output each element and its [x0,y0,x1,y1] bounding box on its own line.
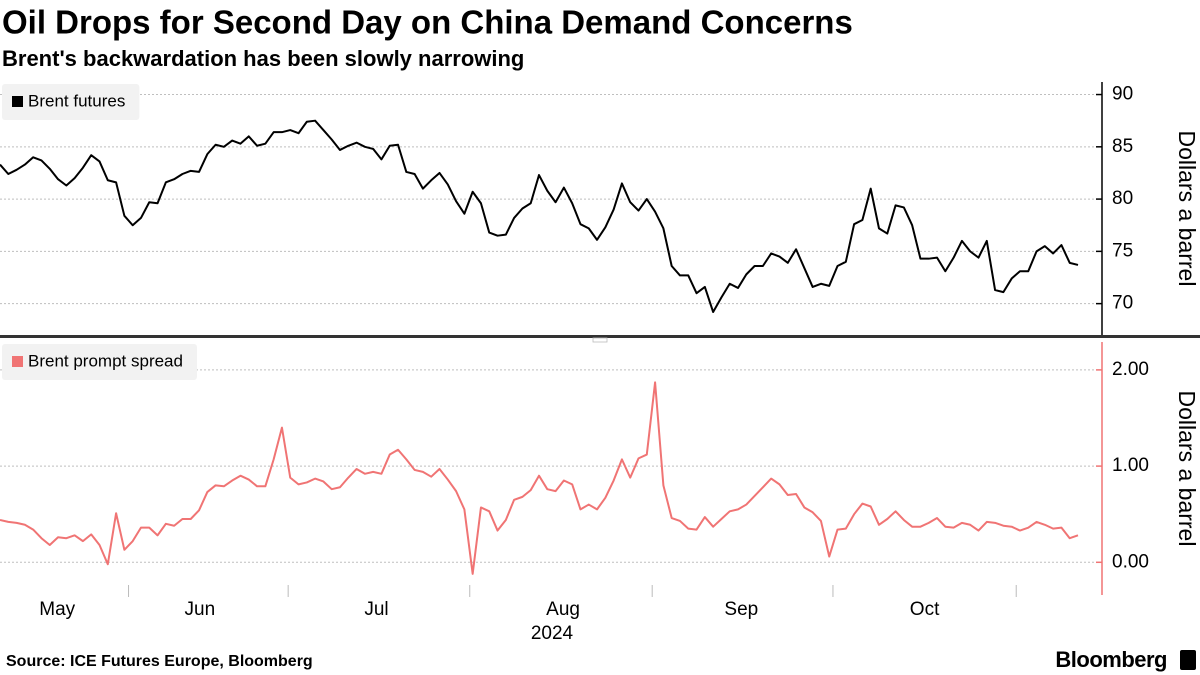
legend-swatch [12,356,23,367]
series-line [0,381,1079,575]
legend-label: Brent futures [28,91,125,110]
legend-box [2,84,140,120]
y-tick-label: 90 [1112,84,1133,105]
y-tick-label: 75 [1112,240,1133,261]
y-axis-label: Dollars a barrel [1174,131,1200,287]
x-tick-label: Oct [910,599,940,620]
x-tick-label: Aug [546,599,580,620]
x-tick-label: Jul [364,599,388,620]
divider-grip [592,337,608,343]
brand-icon [1180,650,1196,670]
y-tick-label: 80 [1112,188,1133,209]
x-axis-year: 2024 [531,623,574,644]
y-tick-label: 2.00 [1112,359,1149,380]
chart-title: Oil Drops for Second Day on China Demand… [2,4,853,41]
legend-box [2,344,197,380]
x-tick-label: Jun [185,599,216,620]
x-tick-label: Sep [724,599,758,620]
chart-subtitle: Brent's backwardation has been slowly na… [2,46,524,71]
x-tick-label: May [39,599,75,620]
panel-divider [0,335,1200,338]
legend-label: Brent prompt spread [28,351,183,370]
y-tick-label: 1.00 [1112,455,1149,476]
series-line [0,119,1079,313]
y-tick-label: 0.00 [1112,551,1149,572]
y-tick-label: 70 [1112,293,1133,314]
y-tick-label: 85 [1112,136,1133,157]
legend-swatch [12,96,23,107]
brand: Bloomberg [1055,647,1167,672]
y-axis-label: Dollars a barrel [1174,391,1200,547]
source: Source: ICE Futures Europe, Bloomberg [6,653,313,670]
